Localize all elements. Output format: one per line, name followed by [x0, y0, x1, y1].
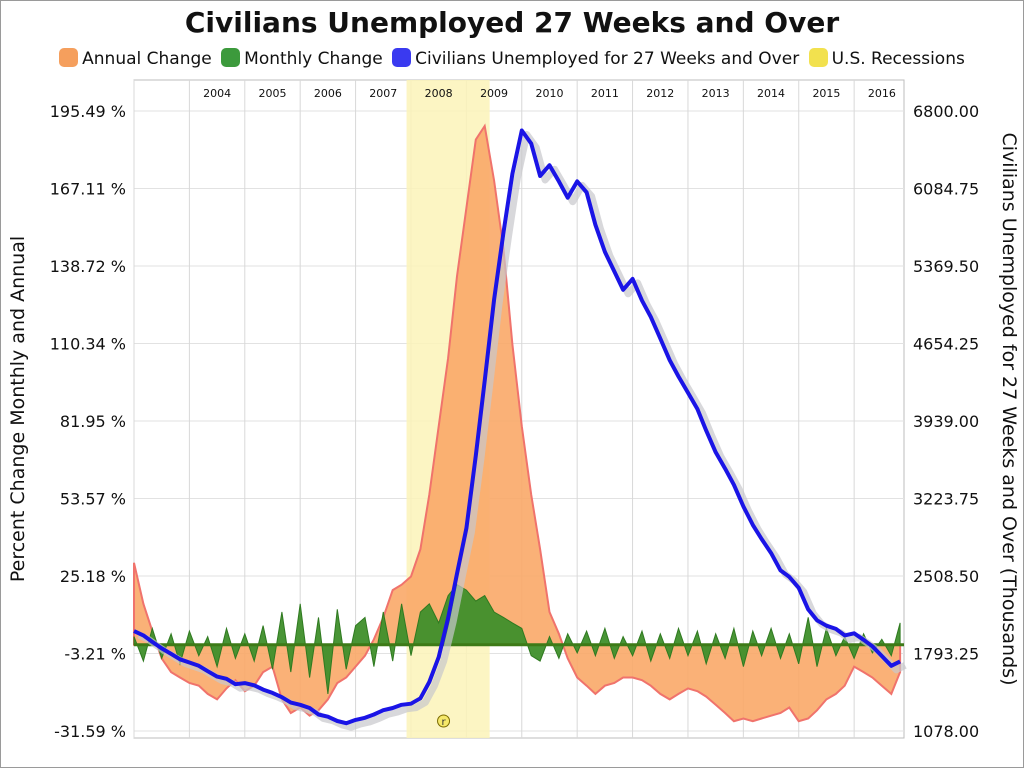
year-label: 2009 — [480, 87, 508, 100]
right-tick-label: 1078.00 — [913, 722, 979, 741]
legend-swatch-monthly-change — [221, 48, 241, 67]
year-label: 2015 — [812, 87, 840, 100]
left-tick-label: 195.49 % — [50, 102, 126, 121]
legend-label-monthly-change: Monthly Change — [244, 49, 383, 69]
long-term-unemployed-series — [133, 128, 901, 726]
year-label: 2006 — [314, 87, 342, 100]
year-label: 2010 — [535, 87, 563, 100]
year-label: 2007 — [369, 87, 397, 100]
monthly-change-area — [133, 584, 901, 694]
legend-swatch-annual-change — [59, 48, 79, 67]
right-tick-label: 3223.75 — [913, 490, 979, 509]
right-tick-label: 3939.00 — [913, 412, 979, 431]
axis-titles: Percent Change Monthly and Annual Civilia… — [7, 133, 1020, 686]
legend-label-recessions: U.S. Recessions — [831, 49, 965, 69]
year-labels: 2004 2005 2006 2007 2008 2009 2010 2011 2012 2013… — [203, 87, 896, 100]
year-label: 2014 — [757, 87, 785, 100]
left-tick-label: 25.18 % — [60, 567, 126, 586]
right-tick-label: 1793.25 — [913, 645, 979, 664]
left-tick-label: -3.21 % — [64, 645, 126, 664]
legend-item-long-term-unemployed[interactable]: Civilians Unemployed for 27 Weeks and Ov… — [392, 48, 799, 69]
left-axis-ticks: 195.49 % 167.11 % 138.72 % 110.34 % 81.95 % 5… — [50, 102, 126, 741]
right-tick-label: 5369.50 — [913, 257, 979, 276]
chart-title: Civilians Unemployed 27 Weeks and Over — [184, 6, 840, 39]
legend-swatch-long-term-unemployed — [392, 48, 412, 67]
right-tick-label: 4654.25 — [913, 335, 979, 354]
legend-item-recessions[interactable]: U.S. Recessions — [808, 48, 965, 69]
left-tick-label: 110.34 % — [50, 335, 126, 354]
legend-item-annual-change[interactable]: Annual Change — [59, 48, 212, 69]
recession-marker — [437, 714, 451, 728]
year-label: 2011 — [591, 87, 619, 100]
legend-label-annual-change: Annual Change — [82, 49, 212, 69]
legend-label-long-term-unemployed: Civilians Unemployed for 27 Weeks and Ov… — [415, 49, 800, 69]
right-tick-label: 6084.75 — [913, 180, 979, 199]
left-tick-label: 81.95 % — [60, 412, 126, 431]
year-label: 2013 — [702, 87, 730, 100]
monthly-change-series — [133, 584, 901, 694]
left-tick-label: 53.57 % — [60, 490, 126, 509]
legend: Annual Change Monthly Change Civilians U… — [0, 48, 1024, 69]
year-label: 2016 — [868, 87, 896, 100]
annual-change-series — [133, 123, 902, 723]
left-axis-title: Percent Change Monthly and Annual — [7, 236, 29, 582]
year-label: 2008 — [425, 87, 453, 100]
recession-marker-label: r — [441, 717, 446, 728]
right-axis-ticks: 6800.00 6084.75 5369.50 4654.25 3939.00 3223.… — [913, 102, 979, 741]
long-term-unemployed-line — [133, 128, 907, 731]
right-tick-label: 2508.50 — [913, 567, 979, 586]
left-tick-label: -31.59 % — [54, 722, 126, 741]
year-label: 2004 — [203, 87, 231, 100]
left-tick-label: 167.11 % — [50, 180, 126, 199]
legend-swatch-recessions — [808, 48, 828, 67]
right-axis-title: Civilians Unemployed for 27 Weeks and Ov… — [998, 133, 1020, 686]
year-label: 2012 — [646, 87, 674, 100]
right-tick-label: 6800.00 — [913, 102, 979, 121]
annual-change-area — [133, 123, 902, 723]
legend-item-monthly-change[interactable]: Monthly Change — [221, 48, 383, 69]
year-label: 2005 — [258, 87, 286, 100]
left-tick-label: 138.72 % — [50, 257, 126, 276]
